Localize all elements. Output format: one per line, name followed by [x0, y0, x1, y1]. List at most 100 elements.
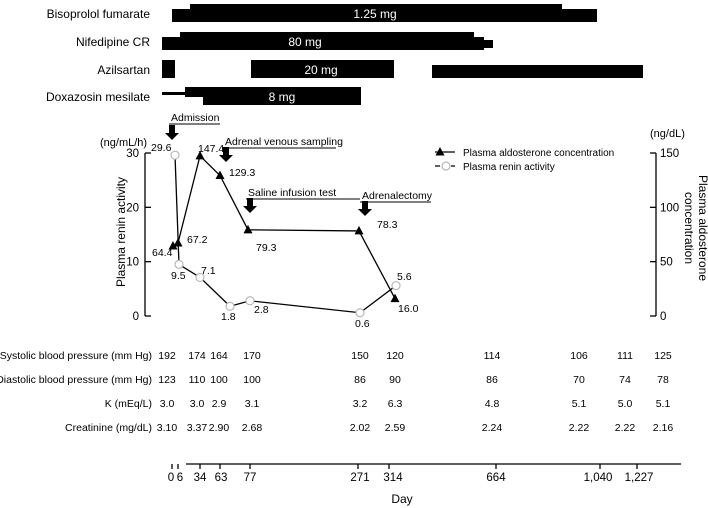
day-axis-tick-label: 63	[215, 472, 228, 484]
table-cell-value: 2.22	[569, 422, 590, 434]
renin-marker	[170, 150, 180, 160]
event-arrow-head	[219, 155, 233, 162]
table-cell-value: 125	[654, 350, 672, 362]
table-cell-value: 170	[243, 350, 261, 362]
event-arrow-head	[243, 206, 257, 213]
table-cell-value: 2.68	[242, 422, 263, 434]
table-cell-value: 2.90	[209, 422, 230, 434]
legend-aldosterone-label: Plasma aldosterone concentration	[463, 148, 614, 159]
table-cell-value: 100	[210, 374, 228, 386]
medication-bar-segment	[484, 40, 493, 48]
dose-label: 8 mg	[269, 90, 296, 104]
right-axis-tick-label: 50	[660, 257, 673, 269]
renin-value-label: 0.6	[355, 318, 370, 330]
aldosterone-value-label: 67.2	[187, 234, 208, 246]
aldosterone-marker	[168, 241, 178, 250]
medication-bars: Bisoprolol fumarate 1.25 mg Nifedipine CR 8…	[46, 4, 643, 105]
renin-marker	[174, 259, 184, 269]
plot-series: 64.4 67.2 147.4 129.3 79.3 78.3 16.0 29.6 9.5 7.1…	[151, 142, 419, 330]
event-label: Admission	[171, 112, 220, 124]
left-axis-title: Plasma renin activity	[114, 177, 128, 287]
medication-bar-segment	[162, 37, 180, 50]
right-axis-tick-label: 0	[660, 311, 666, 323]
renin-value-label: 29.6	[151, 142, 172, 154]
legend-renin-marker	[441, 161, 451, 171]
aldosterone-marker	[195, 150, 205, 160]
aldosterone-value-label: 147.4	[198, 143, 224, 155]
plot-axes: 0 10 20 30 0 50 100 150 (ng/mL/h) (ng/dL) Plasma r…	[100, 128, 708, 323]
table-cell-value: 150	[351, 350, 369, 362]
table-cell-value: 114	[484, 350, 501, 362]
medication-bar-segment	[251, 60, 394, 78]
event-markers: Admission Adrenal venous sampling Saline i…	[165, 112, 433, 216]
day-axis-tick-label: 271	[350, 472, 369, 484]
aldosterone-marker	[215, 170, 225, 179]
right-axis-tick-label: 100	[660, 202, 679, 214]
right-axis-title-line2: concentration	[682, 192, 696, 264]
event-label: Adrenal venous sampling	[225, 136, 343, 148]
aldosterone-marker	[243, 224, 253, 234]
table-cell-value: 106	[570, 350, 588, 362]
day-axis-tick-label: 314	[383, 472, 403, 484]
table-cell-value: 120	[386, 350, 404, 362]
table-cell-value: 2.02	[350, 422, 371, 434]
table-cell-value: 192	[158, 350, 176, 362]
renin-marker	[355, 308, 365, 318]
renin-value-label: 9.5	[171, 270, 186, 282]
medication-bar-segment	[562, 9, 597, 22]
table-cell-value: 3.0	[190, 398, 205, 410]
left-axis-tick-label: 30	[126, 148, 139, 160]
day-axis-tick-label: 664	[486, 472, 506, 484]
aldosterone-marker	[354, 225, 364, 235]
right-axis-unit: (ng/dL)	[650, 128, 685, 140]
table-row-label: K (mEq/L)	[105, 398, 152, 410]
table-cell-value: 123	[158, 374, 176, 386]
drug-name-label: Nifedipine CR	[76, 35, 150, 49]
table-cell-value: 3.10	[157, 422, 178, 434]
aldosterone-value-label: 64.4	[152, 247, 173, 259]
table-cell-value: 164	[210, 350, 228, 362]
renin-marker	[225, 301, 235, 311]
right-axis-title-line1: Plasma aldosterone	[696, 175, 708, 281]
day-axis-tick-label: 1,227	[625, 472, 654, 484]
legend-renin-label: Plasma renin activity	[463, 162, 555, 173]
table-row-label: Systolic blood pressure (mm Hg)	[0, 350, 152, 362]
renin-marker	[195, 272, 205, 283]
day-axis-tick-label: 6	[177, 472, 183, 484]
aldosterone-value-label: 129.3	[229, 167, 255, 179]
medication-bar-segment	[190, 4, 562, 22]
table-cell-value: 2.59	[385, 422, 406, 434]
medication-bar-segment	[432, 65, 643, 78]
right-axis-tick-label: 150	[660, 148, 679, 160]
table-cell-value: 2.24	[482, 422, 503, 434]
table-cell-value: 100	[243, 374, 261, 386]
event-arrow-shaft	[169, 125, 175, 134]
drug-name-label: Bisoprolol fumarate	[47, 7, 151, 21]
renin-value-label: 5.6	[397, 271, 412, 283]
dose-label: 20 mg	[304, 63, 337, 77]
table-cell-value: 74	[619, 374, 631, 386]
event-arrow-shaft	[223, 147, 229, 156]
day-axis-title: Day	[391, 492, 412, 506]
day-axis: 0 6 34 63 77 271 314 664 1,040 1,227 Day	[168, 463, 681, 506]
left-axis-unit: (ng/mL/h)	[100, 137, 147, 149]
medication-bar-segment	[180, 32, 474, 50]
table-cell-value: 2.9	[212, 398, 227, 410]
table-cell-value: 5.1	[572, 398, 587, 410]
legend-aldosterone-marker	[435, 147, 445, 156]
event-arrow-shaft	[362, 201, 368, 210]
table-cell-value: 90	[389, 374, 401, 386]
renin-value-label: 1.8	[221, 311, 236, 323]
medication-bar-segment	[203, 87, 361, 105]
day-axis-tick-label: 1,040	[584, 472, 613, 484]
event-label: Saline infusion test	[248, 187, 336, 199]
left-axis-tick-label: 0	[133, 311, 139, 323]
medication-bar-segment	[162, 92, 185, 95]
dose-label: 1.25 mg	[353, 7, 396, 21]
table-cell-value: 111	[617, 350, 633, 362]
table-cell-value: 110	[189, 374, 206, 386]
event-arrow-shaft	[247, 198, 253, 207]
drug-name-label: Azilsartan	[97, 63, 150, 77]
dose-label: 80 mg	[288, 35, 321, 49]
table-cell-value: 3.0	[160, 398, 175, 410]
